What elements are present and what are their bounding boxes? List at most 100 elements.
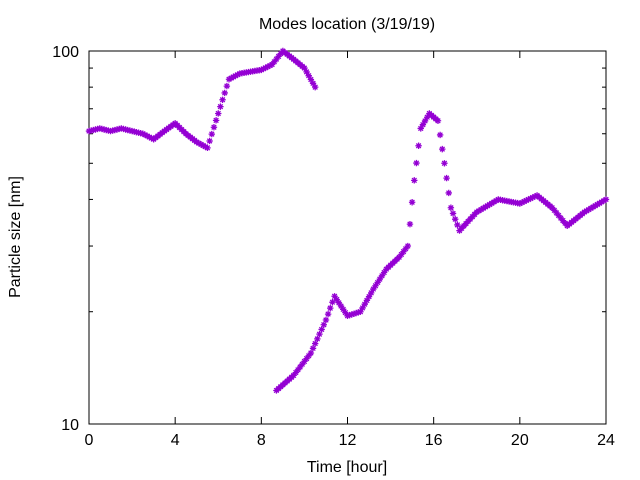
data-point: [311, 340, 319, 347]
x-tick-label: 16: [425, 432, 443, 449]
y-tick-label: 10: [61, 417, 79, 434]
data-point: [348, 311, 356, 318]
data-point: [454, 221, 461, 229]
data-point: [413, 159, 420, 167]
data-point: [370, 285, 377, 293]
data-point: [262, 64, 269, 71]
data-point: [307, 349, 315, 357]
data-point: [380, 269, 388, 276]
data-point: [602, 196, 610, 203]
data-point: [443, 174, 450, 182]
data-point: [217, 103, 224, 110]
data-point: [303, 355, 310, 362]
data-point: [355, 309, 362, 316]
data-point: [359, 304, 366, 312]
data-point: [309, 80, 317, 87]
data-point: [402, 245, 409, 253]
data-point: [372, 282, 379, 289]
data-point: [258, 66, 265, 74]
data-point: [516, 200, 524, 207]
data-point: [206, 137, 213, 145]
data-point: [421, 117, 429, 125]
data-point: [208, 130, 215, 138]
x-tick-label: 4: [171, 432, 180, 449]
data-point: [352, 309, 360, 317]
data-point: [307, 76, 315, 83]
data-point: [296, 363, 304, 371]
data-points: [85, 47, 610, 394]
data-point: [398, 251, 405, 258]
data-point: [441, 160, 448, 167]
data-point: [445, 189, 452, 197]
data-point: [452, 215, 459, 223]
x-tick-labels: 0 4 8 12 16 20 24: [85, 432, 615, 449]
data-point: [527, 195, 534, 202]
y-axis-label: Particle size [nm]: [7, 176, 24, 298]
data-point: [551, 207, 558, 214]
data-point: [268, 61, 276, 68]
data-point: [311, 83, 319, 91]
data-point: [299, 360, 306, 368]
data-point: [195, 140, 203, 147]
data-point: [320, 321, 328, 328]
data-point: [518, 199, 526, 206]
data-point: [406, 220, 414, 228]
data-point: [266, 62, 274, 69]
data-point: [529, 194, 536, 201]
data-point: [378, 272, 386, 280]
data-point: [305, 72, 312, 79]
data-point: [197, 141, 205, 148]
data-point: [318, 326, 325, 333]
data-point: [146, 133, 153, 141]
x-tick-label: 24: [597, 432, 615, 449]
data-point: [301, 358, 308, 365]
data-point: [143, 132, 151, 140]
data-point: [215, 110, 222, 117]
data-point: [322, 316, 330, 324]
data-point: [346, 311, 353, 319]
data-point: [557, 214, 564, 222]
data-point: [277, 50, 284, 57]
data-point: [309, 345, 317, 352]
x-tick-label: 0: [85, 432, 94, 449]
data-point: [260, 65, 267, 73]
data-point: [439, 145, 446, 153]
data-point: [436, 131, 444, 139]
data-point: [548, 204, 556, 211]
data-point: [447, 204, 455, 211]
data-point: [329, 299, 336, 306]
data-point: [139, 130, 147, 137]
plot-frame: [88, 50, 607, 425]
data-point: [225, 76, 233, 83]
data-point: [316, 330, 323, 338]
data-point: [234, 71, 241, 78]
data-point: [363, 297, 371, 304]
y-tick-labels: 10 100: [52, 44, 79, 434]
data-point: [232, 72, 239, 80]
data-point: [365, 293, 373, 300]
data-point: [408, 199, 416, 206]
data-point: [400, 248, 407, 255]
data-point: [335, 299, 343, 306]
data-point: [525, 196, 532, 203]
data-point: [324, 310, 332, 318]
data-point: [271, 58, 278, 66]
data-point: [404, 242, 412, 250]
data-point: [202, 143, 209, 150]
data-point: [419, 121, 427, 128]
data-point: [520, 198, 528, 205]
data-point: [374, 279, 381, 286]
tick-group: [88, 50, 607, 425]
data-point: [327, 304, 334, 312]
data-point: [212, 117, 220, 124]
data-point: [294, 366, 302, 373]
data-point: [361, 300, 368, 308]
data-point: [290, 372, 297, 379]
data-point: [221, 89, 228, 97]
data-point: [148, 134, 155, 142]
data-point: [219, 96, 226, 103]
data-point: [531, 193, 539, 200]
data-point: [227, 74, 235, 82]
data-point: [199, 142, 207, 149]
